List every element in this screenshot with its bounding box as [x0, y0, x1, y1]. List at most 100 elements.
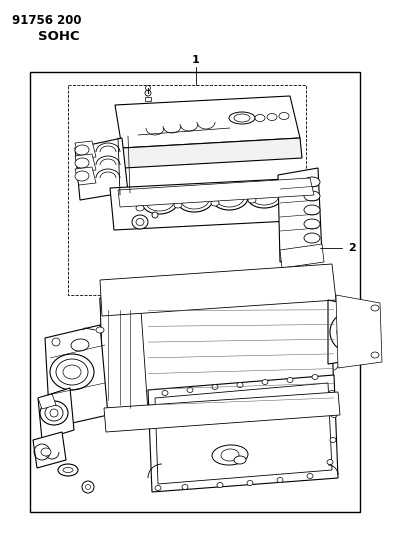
Ellipse shape [181, 191, 209, 209]
Ellipse shape [50, 354, 94, 390]
Ellipse shape [304, 219, 320, 229]
Ellipse shape [56, 359, 88, 385]
Ellipse shape [162, 391, 168, 395]
Bar [145, 97, 151, 101]
Polygon shape [33, 432, 66, 468]
Ellipse shape [182, 484, 188, 489]
Ellipse shape [262, 379, 268, 384]
Ellipse shape [52, 411, 60, 419]
Ellipse shape [304, 205, 320, 215]
Polygon shape [45, 325, 108, 428]
Ellipse shape [217, 482, 223, 488]
Polygon shape [115, 96, 300, 148]
Ellipse shape [284, 195, 292, 201]
Ellipse shape [371, 352, 379, 358]
Ellipse shape [234, 456, 246, 464]
Ellipse shape [237, 383, 243, 387]
Polygon shape [75, 154, 96, 172]
Ellipse shape [258, 269, 302, 297]
Polygon shape [104, 392, 340, 432]
Ellipse shape [255, 115, 265, 122]
Ellipse shape [45, 405, 63, 421]
Ellipse shape [111, 295, 125, 309]
Polygon shape [155, 383, 332, 484]
Ellipse shape [287, 377, 293, 383]
Ellipse shape [337, 319, 363, 345]
Ellipse shape [136, 205, 144, 211]
Ellipse shape [371, 305, 379, 311]
Ellipse shape [187, 387, 193, 392]
Polygon shape [38, 388, 74, 440]
Ellipse shape [52, 338, 60, 346]
Ellipse shape [63, 365, 81, 379]
Text: 2: 2 [348, 243, 356, 253]
Ellipse shape [279, 112, 289, 119]
Ellipse shape [142, 190, 178, 214]
Polygon shape [148, 375, 338, 492]
Ellipse shape [41, 448, 51, 456]
Polygon shape [122, 138, 302, 168]
Polygon shape [110, 178, 310, 230]
Polygon shape [278, 168, 322, 262]
Polygon shape [280, 244, 324, 268]
Bar [30, 72, 360, 512]
Polygon shape [75, 167, 96, 185]
Polygon shape [100, 282, 334, 412]
Ellipse shape [304, 233, 320, 243]
Ellipse shape [138, 278, 182, 306]
Ellipse shape [63, 467, 73, 472]
Ellipse shape [50, 409, 58, 417]
Ellipse shape [277, 478, 283, 482]
Ellipse shape [216, 189, 244, 207]
Ellipse shape [82, 481, 94, 493]
Ellipse shape [183, 279, 217, 299]
Polygon shape [75, 141, 96, 159]
Ellipse shape [267, 114, 277, 120]
Ellipse shape [177, 188, 213, 212]
Ellipse shape [331, 413, 337, 417]
Text: SOHC: SOHC [38, 30, 80, 43]
Ellipse shape [229, 112, 255, 124]
Ellipse shape [330, 438, 336, 442]
Text: 91756 200: 91756 200 [12, 14, 82, 27]
Ellipse shape [263, 273, 297, 293]
Ellipse shape [115, 298, 121, 305]
Ellipse shape [307, 473, 313, 479]
Ellipse shape [312, 375, 318, 379]
Polygon shape [336, 295, 382, 368]
Ellipse shape [40, 401, 68, 425]
Ellipse shape [132, 215, 148, 229]
Polygon shape [100, 296, 148, 412]
Bar [68, 85, 306, 295]
Ellipse shape [75, 158, 89, 168]
Ellipse shape [145, 85, 151, 91]
Ellipse shape [251, 187, 279, 205]
Ellipse shape [146, 193, 174, 211]
Polygon shape [118, 178, 314, 207]
Ellipse shape [329, 391, 335, 395]
Ellipse shape [330, 312, 370, 352]
Ellipse shape [96, 327, 104, 333]
Ellipse shape [304, 191, 320, 201]
Ellipse shape [327, 459, 333, 464]
Ellipse shape [178, 275, 222, 303]
Ellipse shape [248, 197, 256, 203]
Text: 1: 1 [192, 55, 200, 65]
Ellipse shape [174, 202, 182, 208]
Ellipse shape [136, 219, 144, 225]
Ellipse shape [304, 177, 320, 187]
Ellipse shape [247, 480, 253, 486]
Polygon shape [100, 264, 336, 316]
Ellipse shape [155, 486, 161, 490]
Ellipse shape [75, 171, 89, 181]
Ellipse shape [221, 449, 239, 461]
Ellipse shape [71, 339, 89, 351]
Ellipse shape [218, 272, 262, 300]
Polygon shape [328, 300, 368, 364]
Ellipse shape [223, 276, 257, 296]
Ellipse shape [212, 384, 218, 390]
Polygon shape [75, 138, 128, 200]
Ellipse shape [211, 200, 219, 206]
Ellipse shape [143, 282, 177, 302]
Polygon shape [38, 394, 56, 409]
